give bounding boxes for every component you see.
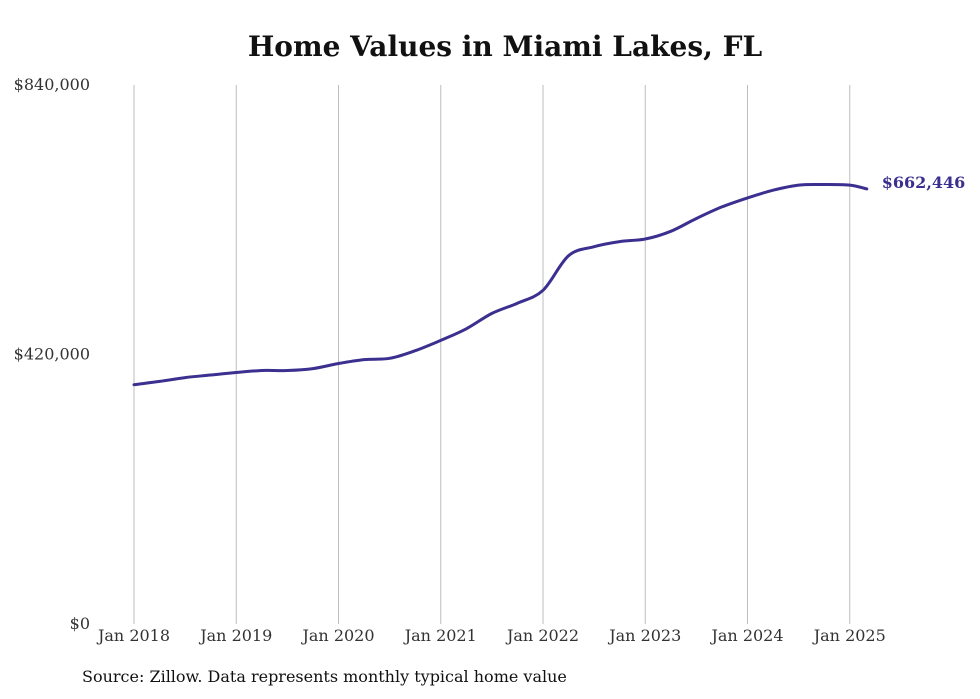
x-tick-label: Jan 2019 [198, 626, 272, 645]
x-tick-label: Jan 2022 [505, 626, 579, 645]
x-tick-label: Jan 2020 [300, 626, 374, 645]
series-layer: $662,446 [132, 173, 966, 387]
y-axis-ticks: $0 $420,000 $840,000 [14, 75, 90, 633]
end-value-label: $662,446 [882, 173, 966, 192]
x-axis-ticks: Jan 2018 Jan 2019 Jan 2020 Jan 2021 Jan 2022… [96, 626, 886, 645]
y-tick-label: $0 [70, 614, 90, 633]
source-note: Source: Zillow. Data represents monthly … [82, 667, 567, 686]
y-tick-label: $840,000 [14, 75, 90, 94]
x-tick-label: Jan 2021 [403, 626, 477, 645]
chart-title: Home Values in Miami Lakes, FL [247, 30, 763, 63]
x-tick-label: Jan 2023 [607, 626, 681, 645]
line-chart: $0$420,000$840,000 Jan 2018 Jan 2019 Jan 2… [14, 75, 966, 645]
x-tick-label: Jan 2025 [812, 626, 886, 645]
x-tick-label: Jan 2018 [96, 626, 170, 645]
grid-layer [133, 85, 851, 624]
y-tick-label: $420,000 [14, 345, 90, 364]
x-tick-label: Jan 2024 [709, 626, 783, 645]
series-line [132, 182, 869, 387]
